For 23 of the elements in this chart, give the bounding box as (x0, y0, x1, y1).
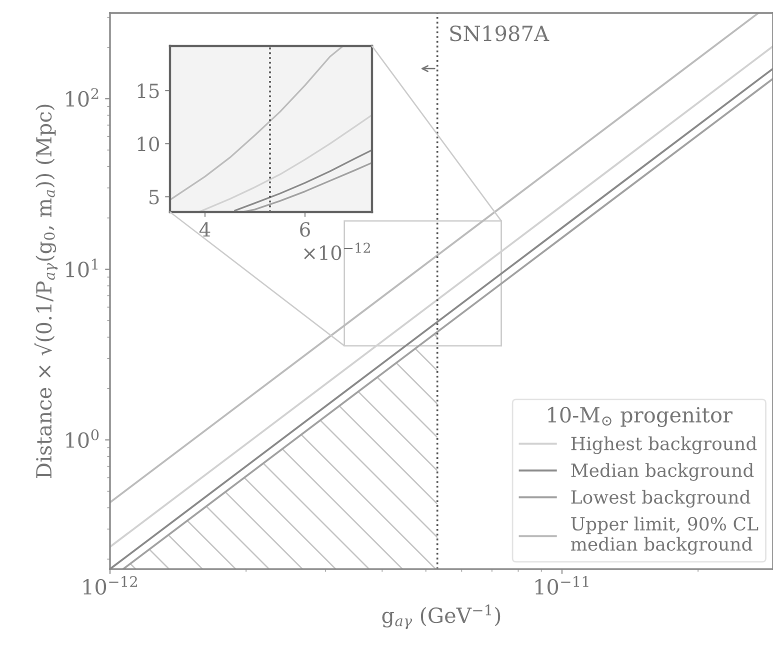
annotation: ×10$^{−12}$ (304, 242, 370, 260)
x-tick-label: 4 (199, 222, 210, 236)
legend-label: Upper limit, 90% CL median background (570, 516, 758, 555)
line-series (170, 46, 344, 201)
legend-label: Median background (571, 463, 754, 481)
x-tick-label: 10$^{−12}$ (83, 576, 137, 595)
y-axis-title: Distance × √(0.1/P$_{aγ}$(g$_{0}$, m$_{a}$)) (Mpc) (34, 104, 58, 478)
y-tick-label: 15 (138, 84, 159, 98)
y-tick-label: 10$^{2}$ (66, 88, 98, 107)
legend-title: 10-M$_{⊙}$ progenitor (548, 406, 733, 427)
y-tick-label: 10$^{0}$ (66, 429, 99, 448)
line-series (234, 149, 372, 212)
y-tick-label: 10 (138, 136, 159, 152)
line-series (244, 162, 372, 212)
legend-label: Lowest background (571, 490, 750, 508)
y-tick-label: 10$^{1}$ (66, 258, 98, 278)
legend-label: Highest background (571, 436, 757, 454)
x-tick-label: 6 (300, 222, 310, 237)
x-tick-label: 10$^{−11}$ (535, 576, 588, 595)
ref-line-label: SN1987A (450, 26, 550, 42)
line-series (199, 114, 372, 212)
x-axis-title: g$_{aγ}$ (GeV$^{−1}$) (382, 604, 500, 630)
y-tick-label: 5 (150, 190, 159, 204)
